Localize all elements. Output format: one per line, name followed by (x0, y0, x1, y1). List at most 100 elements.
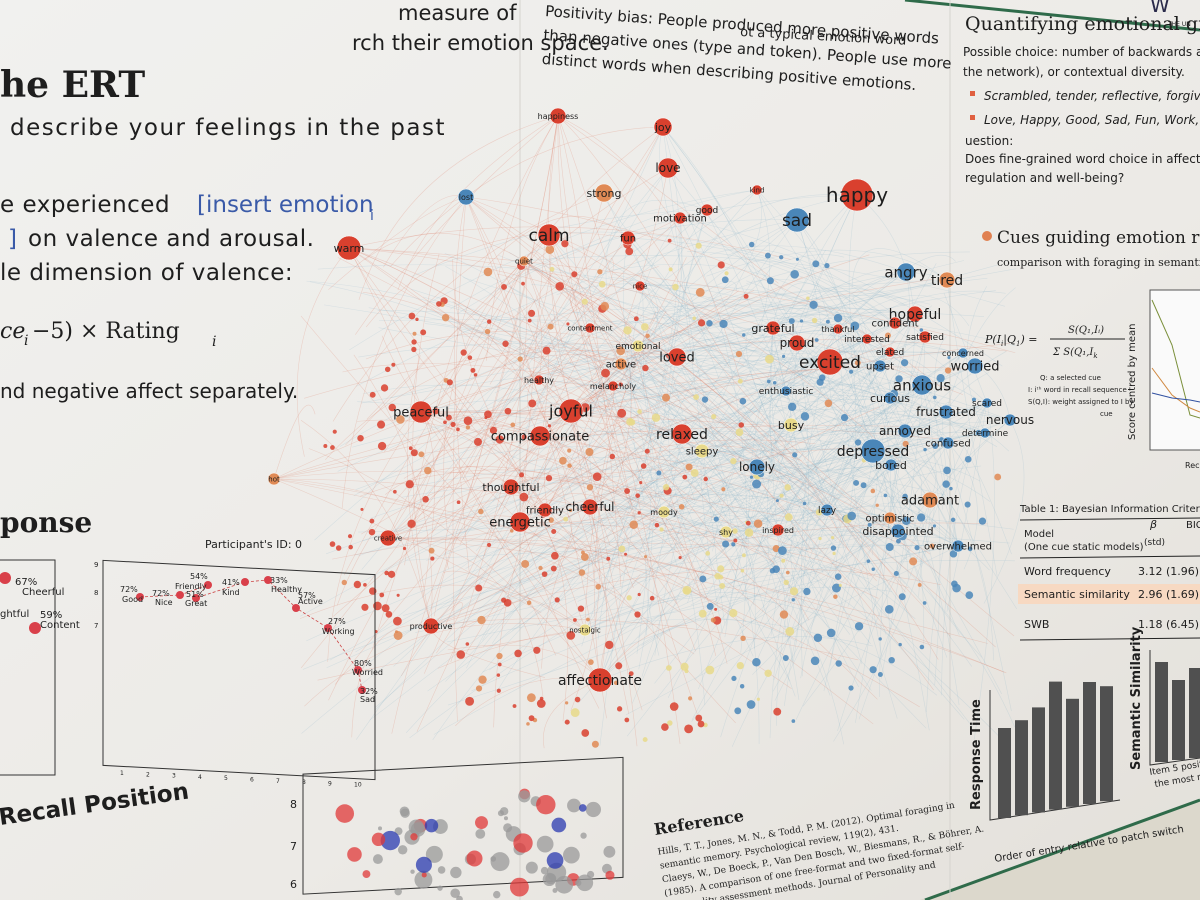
network-edge (539, 435, 1010, 748)
network-node-minor (353, 580, 362, 589)
network-node-minor (606, 556, 611, 561)
network-edge (496, 313, 916, 692)
point-label: 41% (222, 578, 240, 587)
network-node (509, 511, 531, 533)
network-edge (602, 219, 798, 601)
network-node-minor (765, 354, 774, 364)
network-node-minor (919, 328, 924, 332)
network-edge (589, 312, 1016, 346)
point-label: Kind (222, 588, 240, 597)
network-node-minor (764, 669, 772, 677)
network-edge (296, 247, 350, 457)
network-node-minor (783, 579, 789, 586)
point-label: Healthy (271, 585, 302, 594)
network-node (957, 347, 969, 359)
network-node-minor (848, 685, 854, 691)
node-label: warm (334, 242, 365, 255)
node-label: shy (719, 528, 733, 537)
network-node-minor (703, 476, 708, 482)
network-node (578, 623, 592, 637)
network-node-minor (932, 443, 939, 449)
network-edge (676, 356, 887, 635)
network-edge (445, 338, 868, 682)
scatter-points (335, 788, 616, 900)
node-label: upset (866, 362, 894, 373)
node-label: nice (633, 282, 648, 290)
network-node-minor (735, 350, 743, 358)
network-edge (523, 252, 563, 343)
network-node-minor (854, 439, 862, 446)
network-edge (570, 410, 728, 664)
network-edge (355, 115, 559, 335)
network-edge (756, 466, 946, 496)
network-node-minor (486, 542, 492, 547)
point-label: Cheerful (22, 587, 64, 598)
network-edge (611, 273, 892, 466)
network-edge (454, 196, 470, 572)
network-edge (488, 215, 629, 266)
network-edge (589, 327, 632, 494)
network-node-minor (853, 479, 860, 486)
network-edge (679, 217, 1003, 367)
network-node-minor (574, 696, 581, 703)
network-edge (492, 126, 664, 502)
network-edge (465, 167, 669, 654)
bic-table: Word frequency 3.12 (1.96) Semantic simila… (1024, 565, 1199, 631)
network-edge (361, 477, 512, 535)
network-node-minor (896, 538, 901, 544)
network-node-minor (616, 346, 625, 356)
network-edge (359, 469, 665, 513)
network-node-minor (832, 551, 836, 556)
network-node (694, 443, 710, 459)
node-label: determine (962, 429, 1009, 439)
network-edge (741, 384, 923, 527)
network-node-minor (369, 391, 376, 398)
network-node-minor (967, 546, 973, 552)
network-edge (304, 623, 586, 707)
network-edge (465, 196, 757, 453)
network-node-minor (778, 546, 787, 556)
network-edge (508, 305, 896, 366)
network-edge (597, 450, 703, 640)
network-node-minor (588, 659, 594, 665)
network-node-minor (484, 410, 492, 419)
network-edge (519, 447, 880, 523)
network-node-minor (385, 611, 393, 618)
network-node-minor (806, 296, 810, 300)
network-node-minor (510, 529, 514, 533)
network-node-minor (840, 414, 849, 422)
network-node (765, 320, 781, 336)
network-node (748, 458, 766, 476)
node-label: love (655, 161, 680, 175)
network-node-minor (834, 573, 842, 580)
node-label: hopeful (889, 307, 942, 323)
network-node-minor (818, 374, 826, 381)
network-edge (746, 280, 868, 340)
network-edge (337, 328, 839, 472)
network-edge (590, 322, 896, 547)
network-node (594, 183, 614, 203)
network-edge (767, 312, 891, 399)
network-edge (364, 232, 525, 262)
network-edge (387, 537, 829, 550)
network-edge (750, 410, 1011, 482)
network-node-minor (814, 338, 819, 342)
note: cue (1100, 410, 1113, 418)
body-text: regulation and well-being? (965, 171, 1124, 185)
scatter-bubble (450, 866, 462, 879)
network-node (537, 223, 561, 247)
network-node-minor (752, 658, 761, 667)
network-node-minor (923, 447, 927, 452)
network-edge (450, 219, 798, 310)
network-edge (361, 209, 708, 570)
network-edge (769, 360, 831, 465)
node-label: kind (750, 186, 765, 194)
network-edge (393, 430, 906, 667)
network-node-minor (812, 260, 820, 268)
network-node-minor (357, 434, 364, 442)
network-node-minor (656, 470, 662, 476)
network-edge (727, 249, 926, 338)
network-node (671, 423, 693, 445)
network-node-minor (329, 541, 336, 547)
